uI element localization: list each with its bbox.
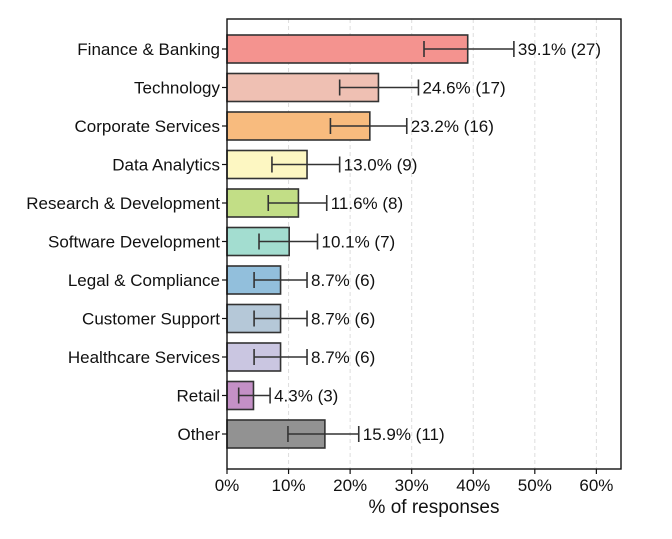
value-label: 8.7% (6) [311,348,375,367]
x-tick-label: 50% [518,476,552,495]
x-tick-label: 0% [215,476,240,495]
error-bar-layer [237,41,515,442]
category-label: Legal & Compliance [68,271,220,290]
value-label: 11.6% (8) [331,194,403,213]
category-label: Corporate Services [74,117,220,136]
value-label: 13.0% (9) [344,156,418,175]
value-label: 24.6% (17) [422,79,505,98]
axis-layer: 0% 10% 20% 30% 40% 50% 60% % of responses [215,18,622,518]
category-label: Software Development [48,233,220,252]
grid-layer [288,19,597,469]
x-tick-label: 20% [333,476,367,495]
bar-layer [226,34,469,449]
value-label: 8.7% (6) [311,310,375,329]
value-label: 23.2% (16) [411,117,494,136]
category-label: Research & Development [26,194,220,213]
category-label: Other [177,425,220,444]
label-layer: 39.1% (27) Finance & Banking 24.6% (17) Tec… [26,40,601,444]
x-tick-label: 40% [456,476,490,495]
x-tick-label: 60% [579,476,613,495]
value-label: 10.1% (7) [321,233,395,252]
category-label: Finance & Banking [77,40,220,59]
value-label: 39.1% (27) [518,40,601,59]
category-label: Data Analytics [112,156,220,175]
category-label: Retail [177,387,220,406]
category-label: Technology [134,79,221,98]
x-tick-label: 10% [272,476,306,495]
x-tick-label: 30% [395,476,429,495]
category-label: Customer Support [82,310,220,329]
x-axis-title: % of responses [369,497,500,518]
category-label: Healthcare Services [68,348,220,367]
axis-frame [226,18,622,470]
value-label: 15.9% (11) [363,425,445,444]
value-label: 4.3% (3) [274,387,338,406]
value-label: 8.7% (6) [311,271,375,290]
